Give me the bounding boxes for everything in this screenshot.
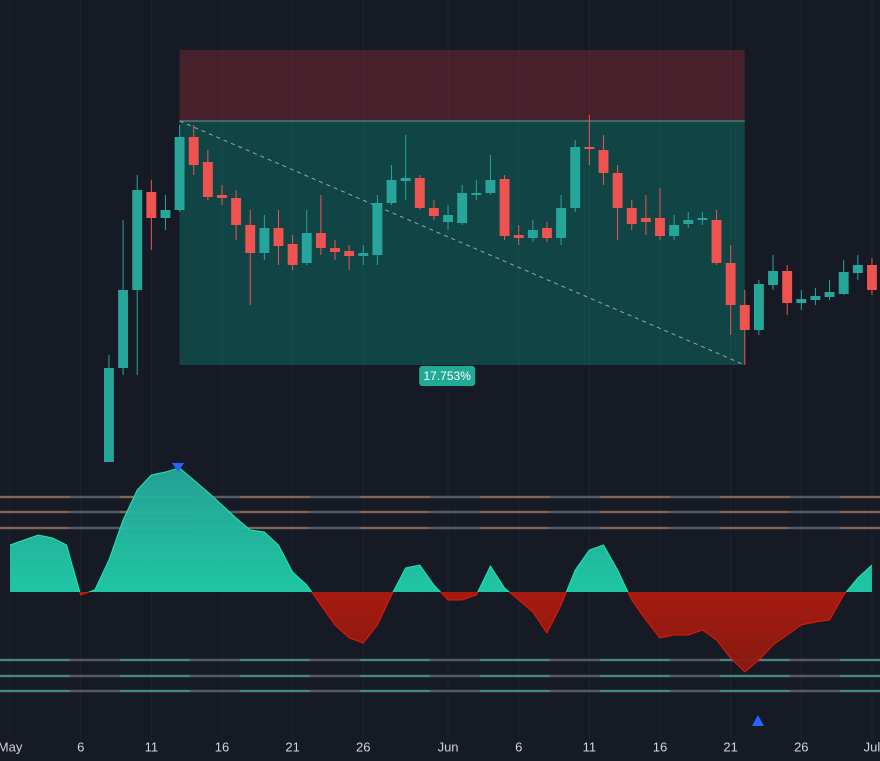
trend-line [179, 120, 745, 366]
candle-body [626, 208, 637, 224]
x-tick-label: Jul [864, 739, 880, 754]
x-tick-label: 21 [723, 739, 737, 754]
candle-body [287, 244, 298, 265]
candle-body [810, 296, 821, 300]
candle-body [612, 173, 623, 208]
candle-body [457, 193, 468, 223]
x-tick-label: 16 [653, 739, 667, 754]
x-tick-label: 26 [794, 739, 808, 754]
candle-body [852, 265, 863, 273]
x-tick-label: 6 [515, 739, 522, 754]
candle-body [683, 220, 694, 224]
candle-body [132, 190, 143, 290]
candle-body [344, 251, 355, 256]
candle-body [739, 305, 750, 330]
candle-body [640, 218, 651, 222]
candle-body [428, 208, 439, 216]
candle-body [471, 193, 482, 195]
candle-body [118, 290, 129, 368]
candle-body [824, 292, 835, 297]
candle-body [160, 210, 171, 218]
candle-body [499, 179, 510, 236]
candle-body [768, 271, 778, 285]
candle-body [542, 228, 552, 238]
x-tick-label: 26 [356, 739, 370, 754]
oscillator-line [9, 467, 873, 592]
candle-body [867, 265, 877, 290]
candle-body [570, 147, 581, 208]
x-tick-label: 11 [145, 739, 159, 754]
candle-body [697, 218, 708, 220]
candle-body [315, 233, 326, 248]
oscillator-line [79, 592, 847, 673]
candle-body [231, 198, 242, 225]
candle-body [174, 137, 185, 210]
candle-body [400, 178, 411, 181]
x-tick-label: May [0, 739, 23, 754]
candle-body [386, 180, 397, 203]
x-tick-label: 16 [215, 739, 229, 754]
candle-body [245, 225, 256, 253]
candle-body [527, 230, 538, 238]
candle-body [584, 147, 595, 149]
candle-body [259, 228, 270, 253]
candle-body [330, 248, 340, 252]
candle-body [372, 203, 383, 255]
candle-body [655, 218, 665, 236]
stop-zone [179, 50, 745, 121]
candle-body [202, 162, 213, 197]
candle-body [796, 299, 807, 303]
area-positive [10, 468, 872, 592]
candle-body [782, 271, 793, 303]
candle-body [217, 195, 227, 198]
x-tick-label: Jun [438, 739, 459, 754]
candle-body [414, 178, 425, 208]
candle-body [725, 263, 736, 305]
area-negative [10, 592, 872, 672]
candle-body [443, 215, 453, 222]
candle-body [146, 192, 157, 218]
candle-body [485, 180, 496, 193]
candle-body [273, 228, 284, 246]
candle-body [513, 235, 524, 238]
candle-body [669, 225, 680, 236]
candle-body [188, 137, 199, 165]
x-tick-label: 6 [77, 739, 84, 754]
label-box [419, 366, 476, 386]
position-label: 17.753% [423, 369, 471, 383]
candle-body [103, 368, 114, 462]
signal-marker [172, 463, 184, 472]
x-tick-label: 11 [583, 739, 597, 754]
candle-body [838, 272, 849, 294]
candle-body [711, 220, 722, 263]
candle-body [301, 233, 312, 263]
candle-body [598, 150, 609, 173]
candle-body [358, 253, 369, 256]
signal-marker [752, 715, 764, 726]
candle-body [556, 208, 567, 238]
x-tick-label: 21 [285, 739, 299, 754]
candle-body [753, 284, 764, 330]
